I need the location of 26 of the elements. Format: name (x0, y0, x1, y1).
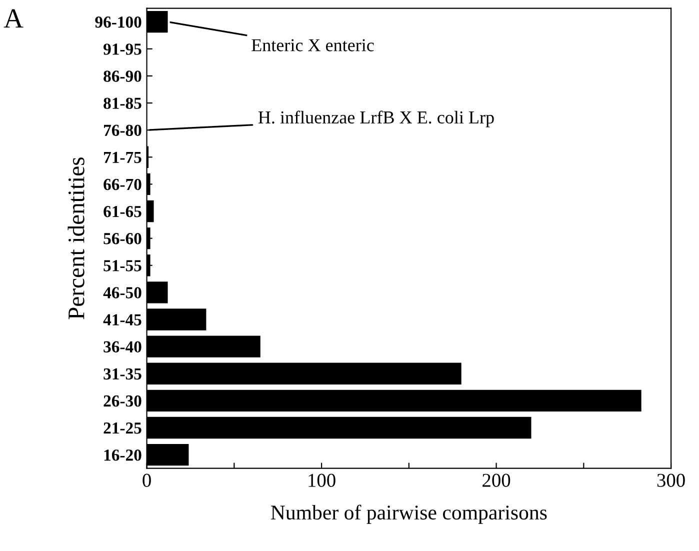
y-tick-label: 41-45 (103, 314, 142, 326)
y-tick-label: 86-90 (104, 70, 142, 82)
y-tick-label: 51-55 (104, 260, 142, 272)
y-tick-label: 81-85 (104, 98, 142, 109)
y-tick-label: 31-35 (104, 368, 142, 380)
y-tick-label: 56-60 (104, 233, 142, 244)
x-tick-label: 300 (657, 474, 685, 487)
x-tick-label: 100 (308, 474, 336, 487)
y-tick-label: 71-75 (104, 152, 142, 164)
text: A (4, 9, 24, 28)
y-tick-label: 46-50 (103, 287, 142, 298)
x-axis-title: Number of pairwise comparisons (270, 504, 547, 524)
annotation: Enteric X enteric (252, 39, 374, 52)
y-tick-label: 91-95 (104, 44, 142, 55)
annotation: H. influenzae LrfB X E. coli Lrp (258, 110, 494, 128)
y-tick-label: 26-30 (104, 395, 142, 407)
y-tick-label: 61-65 (104, 206, 142, 218)
y-tick-label: 21-25 (104, 422, 142, 434)
y-tick-label: 66-70 (104, 178, 142, 190)
y-tick-label: 16-20 (104, 450, 142, 461)
x-tick-label: 200 (482, 474, 510, 487)
y-tick-label: 76-80 (104, 124, 142, 136)
y-tick-label: 36-40 (104, 341, 142, 353)
x-tick-label: 0 (142, 474, 151, 487)
y-axis-title: Percent identities (68, 158, 84, 320)
y-tick-label: 96-100 (95, 16, 142, 28)
